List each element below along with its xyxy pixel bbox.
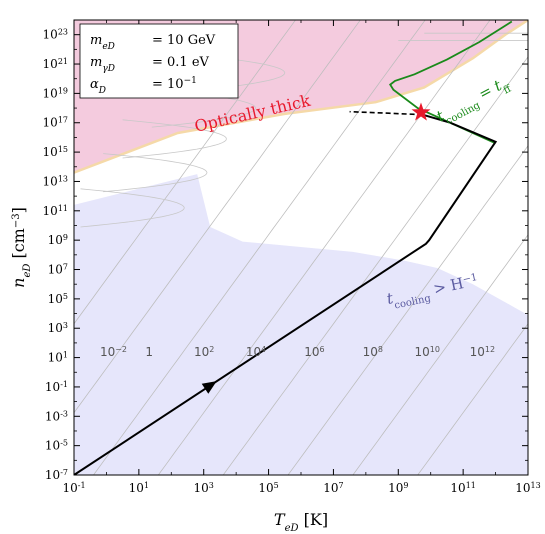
y-tick-label: 1021 [43,57,68,72]
y-tick-label: 107 [48,262,68,277]
contour-label: 1010 [415,345,440,360]
contour-line [93,20,426,475]
y-tick-label: 10-5 [45,438,68,453]
x-tick-label: 109 [388,481,408,496]
y-tick-label: 1019 [43,86,68,101]
contour-line [222,56,528,475]
y-tick-label: 105 [48,291,68,306]
trajectory-arrow-head [201,381,217,394]
legend-value: = 0.1 eV [152,55,210,70]
x-tick-label: 103 [194,481,214,496]
legend-entry: mγD [90,55,115,74]
y-tick-label: 101 [48,350,68,365]
contour-label: 106 [304,345,324,360]
legend-entry: αD [90,77,106,96]
trajectory-solid [74,113,498,475]
contour-label: 102 [194,345,214,360]
y-tick-label: 1017 [43,115,68,130]
contour-fold [103,153,208,193]
contour-label: 10−2 [100,345,127,360]
contour-line [74,20,361,414]
contour-line [74,20,296,325]
y-tick-label: 1015 [43,145,68,160]
legend-value: = 10−1 [152,76,197,92]
y-axis-label: neD [cm−3] [9,207,33,288]
x-tick-label: 105 [258,481,278,496]
x-tick-label: 10-1 [62,481,85,496]
contour-fold [122,119,227,159]
trajectory-dashed [349,110,423,116]
contour-label: 108 [363,345,383,360]
y-tick-label: 10-1 [45,379,68,394]
y-tick-label: 1013 [43,174,68,189]
y-tick-label: 1011 [43,203,68,218]
contour-line [287,145,528,475]
contour-fold [180,53,286,93]
contour-line [157,20,491,475]
legend-entry: meD [90,33,115,52]
x-axis-label: TeD [K] [274,510,328,534]
y-tick-label: 109 [48,233,68,248]
legend-value: = 10 GeV [152,33,216,48]
x-tick-label: 107 [323,481,343,496]
x-tick-label: 101 [129,481,149,496]
y-tick-label: 10-3 [45,409,68,424]
x-tick-label: 1013 [515,481,540,496]
cooling-equals-freefall-curve [389,20,513,145]
contour-label: 1 [145,345,153,359]
legend-box [79,23,239,99]
contour-fold [80,188,185,228]
y-tick-label: 1023 [43,27,68,42]
contour-line [417,323,528,475]
y-tick-label: 10-7 [45,468,68,483]
star-marker [411,102,431,121]
contour-label: 104 [246,345,266,360]
contour-label: 1012 [470,345,495,360]
y-tick-label: 103 [48,321,68,336]
x-tick-label: 1011 [450,481,475,496]
